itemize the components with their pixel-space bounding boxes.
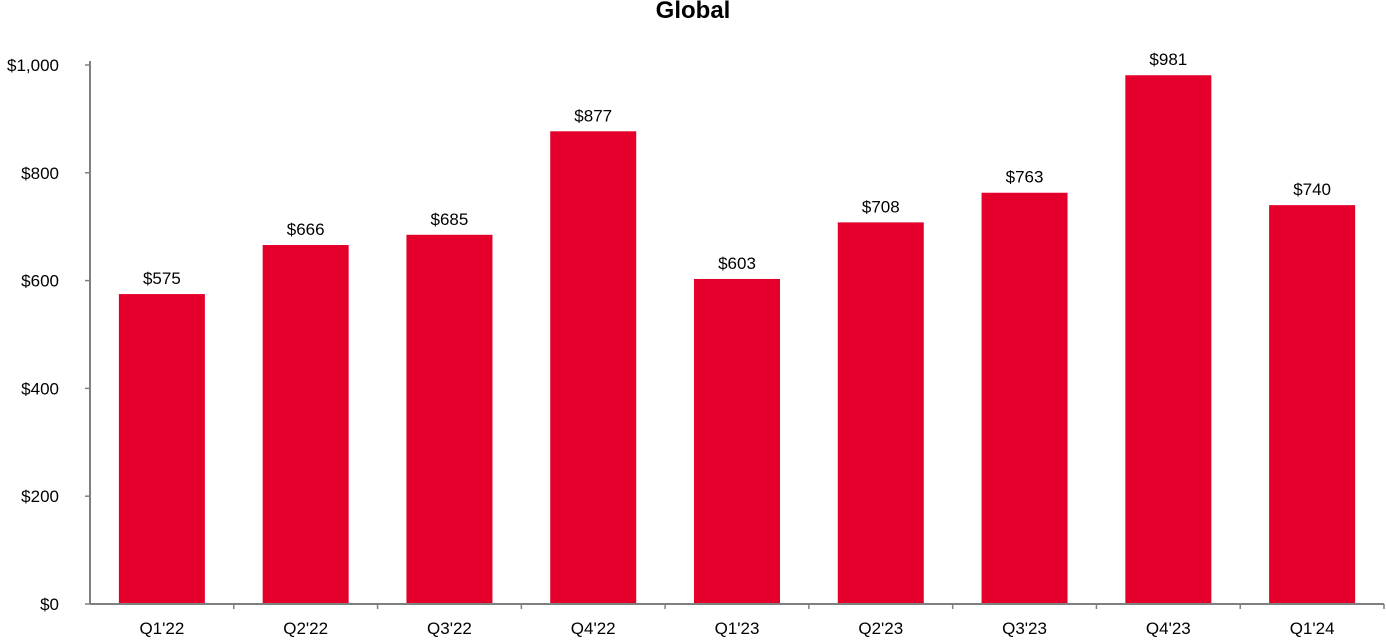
- x-tick-label: Q3'23: [1002, 619, 1047, 638]
- data-label: $603: [718, 254, 756, 273]
- x-tick-label: Q2'23: [858, 619, 903, 638]
- x-tick-label: Q4'22: [571, 619, 616, 638]
- data-label: $763: [1006, 168, 1044, 187]
- data-label: $708: [862, 197, 900, 216]
- x-tick-label: Q3'22: [427, 619, 472, 638]
- bar: [837, 222, 924, 604]
- bar: [981, 192, 1068, 605]
- bar: [406, 234, 493, 604]
- y-tick-label: $800: [21, 164, 59, 183]
- data-label: $666: [287, 220, 325, 239]
- bar: [118, 294, 205, 604]
- x-tick-label: Q2'22: [283, 619, 328, 638]
- y-tick-label: $0: [40, 595, 59, 614]
- x-tick-label: Q1'22: [139, 619, 184, 638]
- bar: [262, 245, 349, 604]
- y-tick-label: $200: [21, 487, 59, 506]
- bar: [550, 131, 637, 604]
- data-label: $740: [1293, 180, 1331, 199]
- bar: [1125, 75, 1212, 605]
- data-label: $981: [1149, 50, 1187, 69]
- y-tick-label: $400: [21, 379, 59, 398]
- bar: [1269, 205, 1356, 604]
- data-label: $575: [143, 269, 181, 288]
- x-tick-label: Q4'23: [1146, 619, 1191, 638]
- x-tick-label: Q1'24: [1290, 619, 1335, 638]
- data-label: $685: [431, 210, 469, 229]
- data-label: $877: [574, 106, 612, 125]
- chart-title: Global: [655, 0, 731, 24]
- y-tick-label: $1,000: [7, 56, 59, 75]
- bar: [694, 278, 780, 604]
- x-tick-label: Q1'23: [715, 619, 760, 638]
- y-tick-label: $600: [21, 272, 59, 291]
